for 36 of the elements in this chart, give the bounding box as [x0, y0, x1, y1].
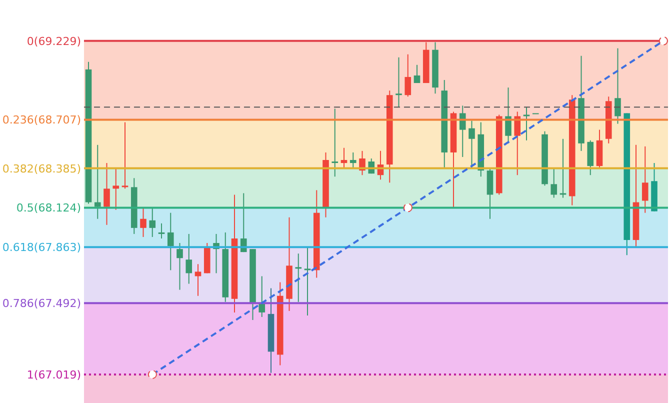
- candlestick: [642, 146, 648, 214]
- ref-line-label: 0.618(67.863): [2, 241, 81, 254]
- candlestick: [194, 264, 202, 296]
- candlestick: [94, 144, 101, 220]
- ref-line-label: 0.786(67.492): [2, 297, 81, 310]
- candlestick: [404, 54, 412, 98]
- candlestick: [505, 87, 512, 144]
- candlestick: [186, 233, 192, 284]
- candlestick: [332, 108, 338, 178]
- candlestick: [560, 138, 566, 198]
- ref-line-label: 0.5(68.124): [16, 202, 81, 215]
- candlestick: [340, 147, 348, 168]
- candlestick: [122, 122, 128, 190]
- candlestick: [396, 56, 402, 108]
- candlestick: [167, 212, 174, 271]
- ref-line-label: 0.236(68.707): [2, 114, 81, 127]
- candlestick: [295, 253, 302, 302]
- candlestick: [514, 111, 521, 176]
- candlestick: [614, 48, 621, 124]
- ref-line-label: 0(69.229): [26, 34, 81, 48]
- candlestick: [350, 152, 356, 168]
- candlestick: [523, 106, 530, 141]
- ref-line-label: 0.382(68.385): [2, 162, 81, 176]
- candlestick: [140, 208, 146, 238]
- candlestick: [550, 167, 558, 198]
- candlestick: [149, 208, 156, 238]
- candlestick: [158, 222, 165, 239]
- candlestick: [468, 120, 475, 168]
- candlestick: [304, 247, 311, 316]
- candlestick: [176, 242, 183, 290]
- candlestick: [104, 162, 110, 226]
- candlestick: [414, 64, 420, 84]
- candlestick: [459, 105, 466, 158]
- candlestick: [258, 276, 266, 318]
- ref-line-label: 1(67.019): [26, 368, 81, 382]
- candlestick: [112, 167, 120, 210]
